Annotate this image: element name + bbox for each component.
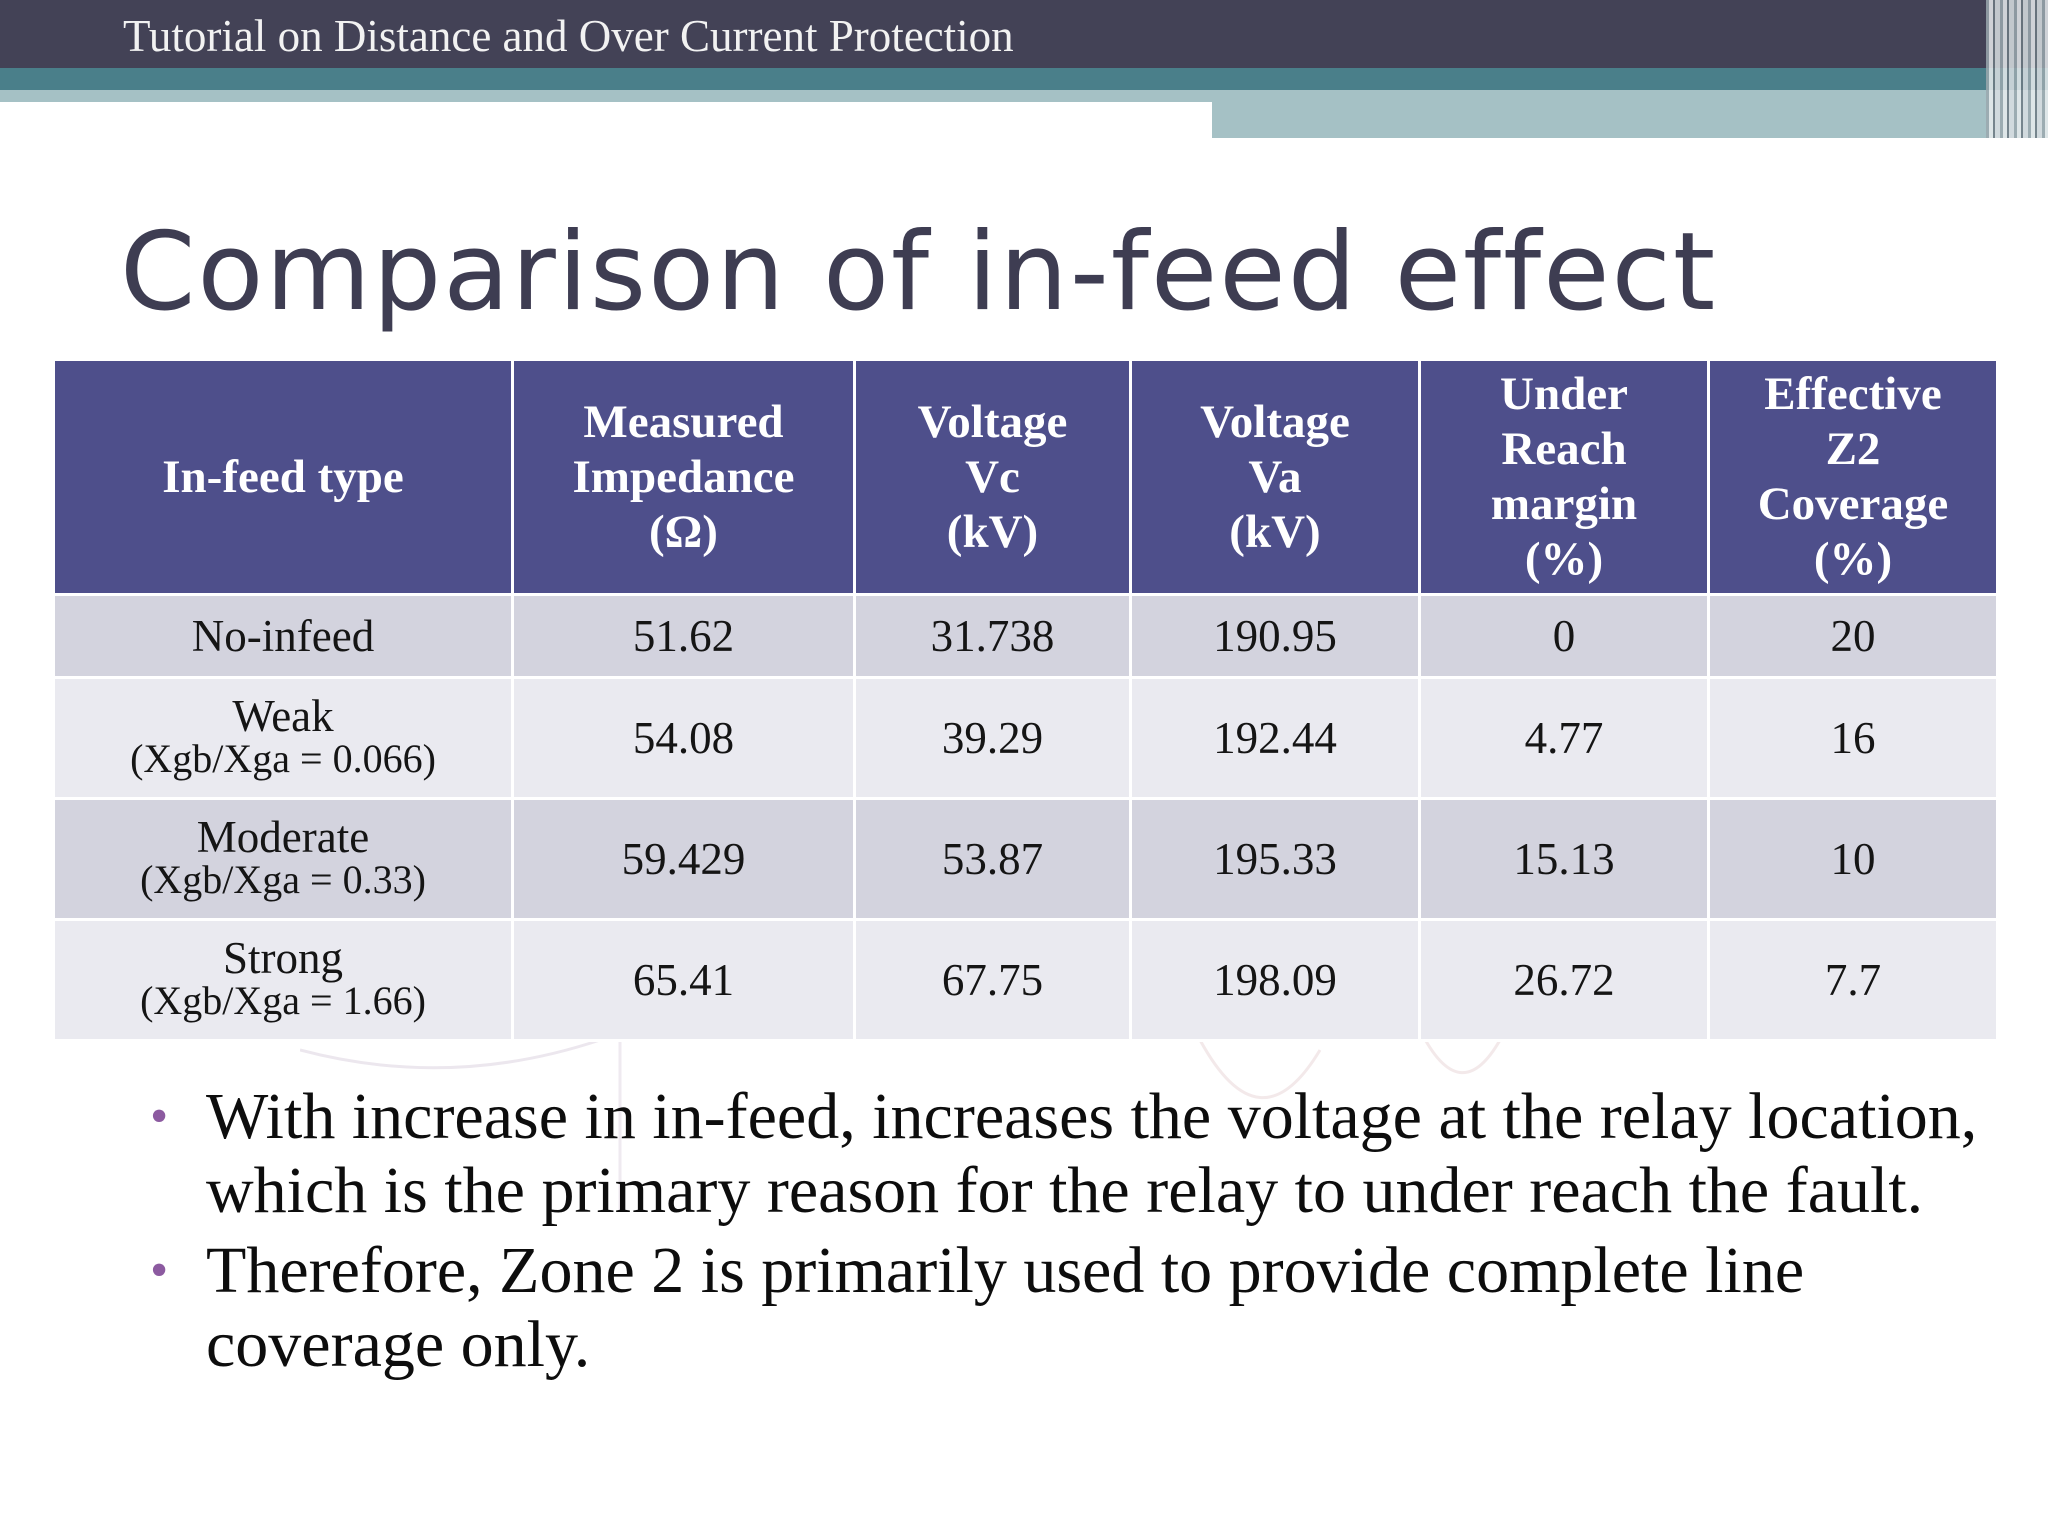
header-light-band: [0, 90, 1212, 102]
table-row: Strong (Xgb/Xga = 1.66) 65.41 67.75 198.09 26…: [52, 918, 1999, 1042]
infeed-type-cell: Weak (Xgb/Xga = 0.066): [52, 676, 514, 800]
infeed-type-cell: Moderate (Xgb/Xga = 0.33): [52, 797, 514, 921]
vc-cell: 31.738: [853, 593, 1132, 679]
column-header-line: (Ω): [649, 505, 718, 558]
column-header: Voltage Vc (kV): [853, 358, 1132, 596]
column-header-line: Va: [1248, 450, 1302, 503]
coverage-cell: 16: [1707, 676, 1999, 800]
table-body: No-infeed 51.62 31.738 190.95 0 20 Weak (Xgb/Xg…: [52, 593, 1999, 1042]
bullet-list: • With increase in in-feed, increases the…: [150, 1080, 1990, 1388]
column-header-line: Effective: [1764, 368, 1942, 420]
column-header-line: Under: [1500, 368, 1628, 420]
column-header-line: (kV): [1229, 505, 1321, 558]
vc-cell: 39.29: [853, 676, 1132, 800]
column-header-line: Reach: [1501, 423, 1627, 475]
bullet-dot-icon: •: [150, 1242, 169, 1299]
impedance-cell: 59.429: [511, 797, 856, 921]
va-cell: 190.95: [1129, 593, 1421, 679]
column-header-line: margin: [1490, 478, 1638, 530]
table-row: Moderate (Xgb/Xga = 0.33) 59.429 53.87 195.3…: [52, 797, 1999, 921]
impedance-cell: 51.62: [511, 593, 856, 679]
infeed-type-label: Weak: [232, 691, 334, 741]
column-header-line: Impedance: [572, 450, 795, 503]
slide-title: Comparison of in-feed effect: [120, 210, 1718, 335]
column-header-line: Voltage: [917, 395, 1068, 448]
column-header-line: (kV): [946, 505, 1039, 558]
table-row: No-infeed 51.62 31.738 190.95 0 20: [52, 593, 1999, 679]
va-cell: 195.33: [1129, 797, 1421, 921]
column-header: Effective Z2 Coverage (%): [1707, 358, 1999, 596]
impedance-cell: 54.08: [511, 676, 856, 800]
column-header: Voltage Va (kV): [1129, 358, 1421, 596]
coverage-cell: 7.7: [1707, 918, 1999, 1042]
header-light-block: [1212, 90, 2048, 138]
va-cell: 192.44: [1129, 676, 1421, 800]
margin-cell: 4.77: [1418, 676, 1710, 800]
infeed-ratio-label: (Xgb/Xga = 0.33): [140, 857, 426, 902]
infeed-type-cell: No-infeed: [52, 593, 514, 679]
header-accent-band: [0, 68, 2048, 90]
header-bar: [0, 0, 2048, 68]
infeed-type-label: Moderate: [196, 812, 370, 862]
header-stripe-decoration: [1986, 0, 2048, 138]
column-header-line: In-feed type: [162, 450, 404, 503]
column-header-line: Voltage: [1200, 395, 1350, 448]
vc-cell: 67.75: [853, 918, 1132, 1042]
margin-cell: 0: [1418, 593, 1710, 679]
vc-cell: 53.87: [853, 797, 1132, 921]
column-header-line: Measured: [583, 395, 784, 448]
deck-title: Tutorial on Distance and Over Current Pr…: [123, 11, 1014, 61]
table-header-row: In-feed type Measured Impedance (Ω) Voltage V…: [52, 358, 1999, 596]
bullet-item: • Therefore, Zone 2 is primarily used to …: [150, 1234, 1990, 1382]
infeed-ratio-label: (Xgb/Xga = 0.066): [130, 736, 436, 781]
infeed-type-label: No-infeed: [191, 611, 375, 661]
coverage-cell: 20: [1707, 593, 1999, 679]
infeed-ratio-label: (Xgb/Xga = 1.66): [140, 978, 426, 1023]
column-header-line: Z2: [1825, 423, 1881, 475]
va-cell: 198.09: [1129, 918, 1421, 1042]
column-header: Under Reach margin (%): [1418, 358, 1710, 596]
margin-cell: 26.72: [1418, 918, 1710, 1042]
column-header-line: (%): [1813, 533, 1893, 585]
table-row: Weak (Xgb/Xga = 0.066) 54.08 39.29 192.44 4.7…: [52, 676, 1999, 800]
infeed-type-label: Strong: [222, 933, 343, 983]
column-header: In-feed type: [52, 358, 514, 596]
bullet-item: • With increase in in-feed, increases the…: [150, 1080, 1990, 1228]
bullet-dot-icon: •: [150, 1088, 169, 1145]
coverage-cell: 10: [1707, 797, 1999, 921]
column-header-line: Vc: [965, 450, 1020, 503]
infeed-comparison-table: In-feed type Measured Impedance (Ω) Voltage V…: [52, 358, 1999, 1042]
column-header-line: Coverage: [1757, 478, 1949, 530]
bullet-text: Therefore, Zone 2 is primarily used to p…: [206, 1234, 1805, 1381]
infeed-type-cell: Strong (Xgb/Xga = 1.66): [52, 918, 514, 1042]
impedance-cell: 65.41: [511, 918, 856, 1042]
margin-cell: 15.13: [1418, 797, 1710, 921]
bullet-text: With increase in in-feed, increases the …: [206, 1080, 1978, 1227]
column-header: Measured Impedance (Ω): [511, 358, 856, 596]
column-header-line: (%): [1524, 533, 1604, 585]
